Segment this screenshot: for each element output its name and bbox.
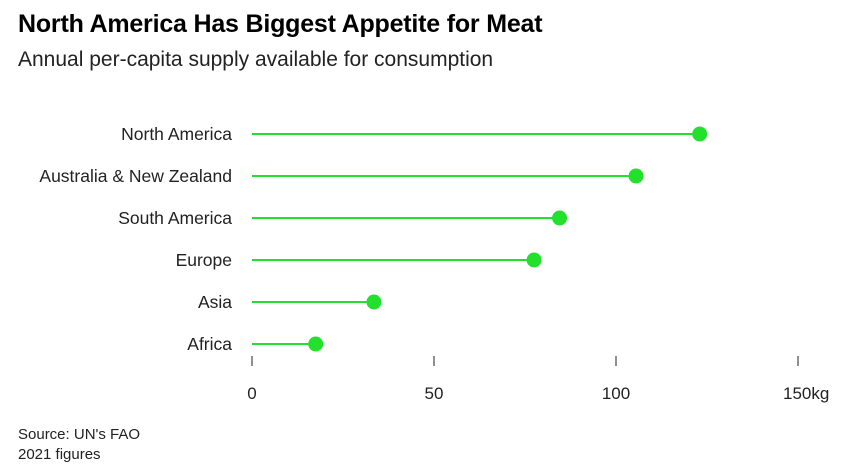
- lollipop-chart: North America Australia & New Zealand Sout…: [39, 124, 829, 403]
- dot-europe: [526, 252, 542, 268]
- x-tick-label-150: 150kg: [783, 384, 829, 403]
- category-label-europe: Europe: [176, 250, 232, 270]
- x-tick-label-100: 100: [602, 384, 630, 403]
- category-label-south-america: South America: [118, 208, 232, 228]
- x-tick-label-50: 50: [425, 384, 444, 403]
- chart-footer: Source: UN's FAO 2021 figures: [18, 425, 140, 465]
- dot-north-america: [692, 126, 708, 142]
- figures-note: 2021 figures: [18, 446, 101, 463]
- category-label-asia: Asia: [198, 292, 232, 312]
- chart-subtitle: Annual per-capita supply available for c…: [18, 48, 494, 71]
- category-label-australia-new-zealand: Australia & New Zealand: [39, 166, 232, 186]
- dot-africa: [308, 336, 324, 352]
- dot-asia: [366, 294, 382, 310]
- dot-australia-new-zealand: [628, 168, 644, 184]
- x-tick-label-0: 0: [247, 384, 256, 403]
- chart-title: North America Has Biggest Appetite for M…: [18, 10, 543, 38]
- category-label-north-america: North America: [121, 124, 232, 144]
- dot-south-america: [552, 210, 568, 226]
- source-note: Source: UN's FAO: [18, 426, 141, 443]
- category-label-africa: Africa: [187, 334, 232, 354]
